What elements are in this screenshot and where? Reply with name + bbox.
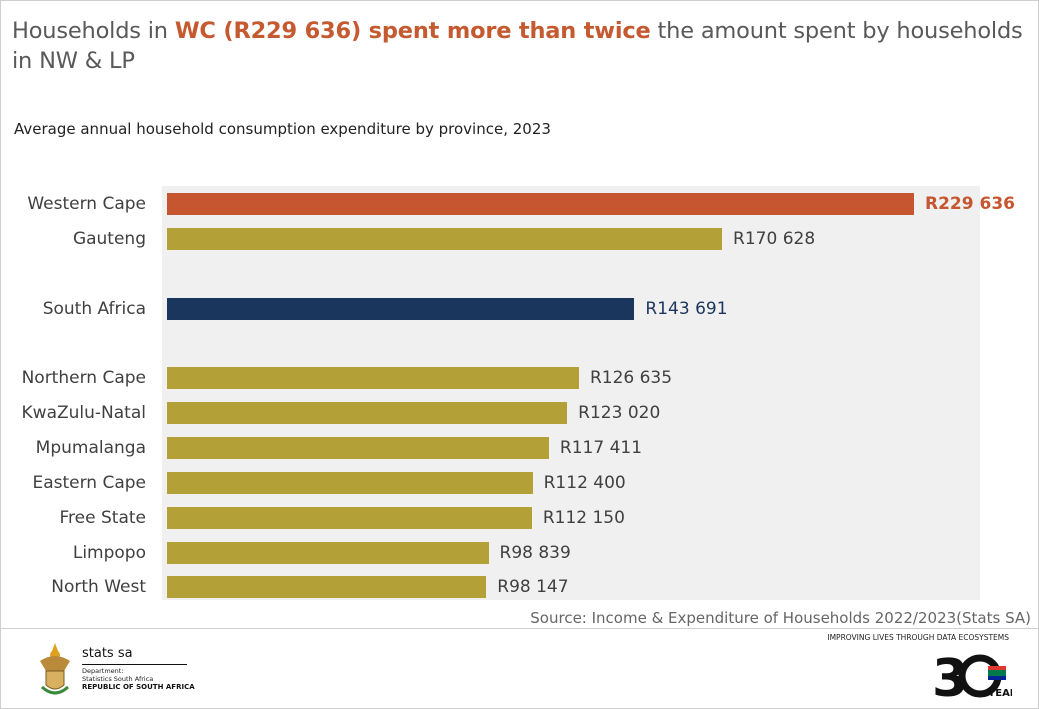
logo-rule [82,664,187,665]
tagline: IMPROVING LIVES THROUGH DATA ECOSYSTEMS [827,633,1009,642]
data-label: R112 400 [543,473,626,493]
plot-area [162,186,980,600]
divider [0,628,1039,629]
bar [167,193,914,215]
bar [167,472,533,494]
category-label: Mpumalanga [35,438,146,458]
bar [167,437,549,459]
bar [167,367,579,389]
footer: stats sa Department: Statistics South Afr… [0,629,1039,709]
bar [167,507,532,529]
category-label: KwaZulu-Natal [21,403,146,423]
data-label: R143 691 [645,299,728,319]
bar [167,542,489,564]
title-highlight: WC (R229 636) spent more than twice [174,18,651,44]
category-label: Northern Cape [21,368,146,388]
department-text: Department: Statistics South Africa [82,667,154,683]
category-label: Gauteng [72,229,146,249]
category-label: South Africa [42,299,146,319]
bar [167,402,568,424]
data-label: R229 636 [925,194,1015,214]
page-title: Households in WC (R229 636) spent more t… [12,18,1023,74]
stats-sa-logo-text: stats sa [82,646,133,661]
category-label: Free State [59,508,146,528]
chart-title: Average annual household consumption exp… [14,120,551,138]
data-label: R126 635 [589,368,673,388]
bar [167,576,487,598]
category-label: Eastern Cape [32,473,146,493]
bar [167,228,723,250]
data-label: R98 147 [497,577,569,597]
category-label: Limpopo [72,543,146,563]
data-label: R98 839 [499,543,571,563]
source-note: Source: Income & Expenditure of Househol… [530,609,1031,627]
category-label: Western Cape [27,194,146,214]
data-label: R117 411 [559,438,643,458]
svg-text:YEARS: YEARS [987,688,1012,699]
data-label: R112 150 [542,508,625,528]
data-label: R123 020 [578,403,661,423]
category-label: North West [51,577,146,597]
bar [167,298,635,320]
republic-text: REPUBLIC OF SOUTH AFRICA [82,683,195,691]
30-years-of-freedom-logo: 3 YEARS [932,649,1012,704]
coat-of-arms-icon [40,643,70,695]
data-label: R170 628 [733,229,816,249]
